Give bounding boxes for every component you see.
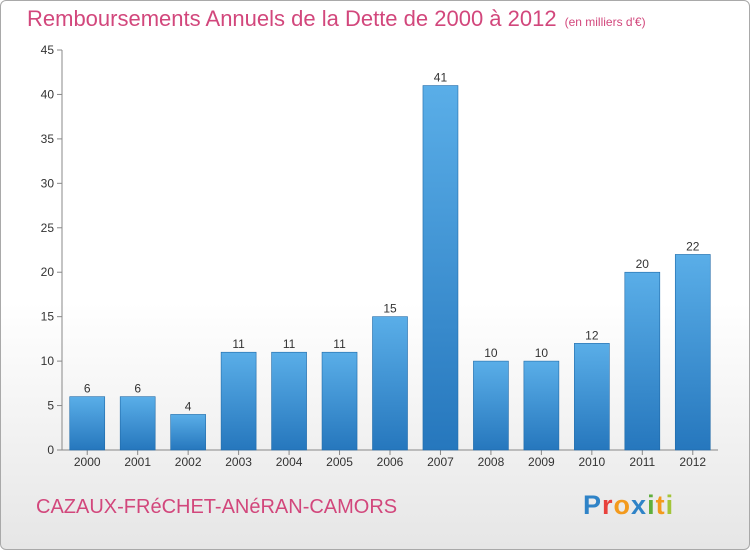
x-tick-label: 2011 xyxy=(629,455,655,469)
y-tick-label: 0 xyxy=(47,443,54,457)
chart-bars: 6 6 4 11 11 11 15 41 10 10 12 20 22 xyxy=(69,71,711,451)
logo-letter: t xyxy=(655,490,666,520)
y-tick-label: 40 xyxy=(41,87,55,101)
bar-value-label: 11 xyxy=(283,337,296,351)
bar xyxy=(624,271,661,451)
bar xyxy=(69,396,106,451)
proxiti-logo[interactable]: Proxiti xyxy=(583,490,674,521)
bar xyxy=(271,351,307,451)
logo-letter: o xyxy=(613,490,632,520)
chart-title-text: Remboursements Annuels de la Dette de 20… xyxy=(27,6,557,31)
logo-letter: P xyxy=(583,490,603,520)
chart-title: Remboursements Annuels de la Dette de 20… xyxy=(27,6,646,32)
logo-letter: i xyxy=(665,490,675,520)
x-tick-label: 2001 xyxy=(124,455,151,469)
bar-value-label: 11 xyxy=(333,337,346,351)
commune-name: CAZAUX-FRéCHET-ANéRAN-CAMORS xyxy=(36,496,398,518)
bar-value-label: 15 xyxy=(383,302,397,316)
y-tick-label: 5 xyxy=(47,399,54,413)
unit-note: (en milliers d'€) xyxy=(564,15,646,29)
y-tick-label: 30 xyxy=(41,176,55,190)
bar xyxy=(422,85,459,451)
x-tick-label: 2008 xyxy=(478,455,505,469)
bar xyxy=(119,396,156,451)
x-tick-label: 2003 xyxy=(225,455,252,469)
bar-value-label: 10 xyxy=(535,346,549,360)
bar xyxy=(372,316,408,451)
bar xyxy=(523,360,560,451)
logo-letter: i xyxy=(647,490,656,520)
bar-value-label: 12 xyxy=(585,328,599,342)
y-tick-label: 45 xyxy=(41,43,55,57)
x-tick-label: 2000 xyxy=(74,455,101,469)
bar-value-label: 20 xyxy=(636,257,650,271)
y-tick-label: 10 xyxy=(41,354,55,368)
x-tick-label: 2009 xyxy=(528,455,555,469)
logo-letter: x xyxy=(631,490,648,520)
y-tick-label: 25 xyxy=(41,221,55,235)
x-tick-label: 2007 xyxy=(427,455,454,469)
x-tick-label: 2010 xyxy=(578,455,605,469)
bar-value-label: 11 xyxy=(232,337,245,351)
x-tick-label: 2006 xyxy=(377,455,404,469)
bar-value-label: 6 xyxy=(134,382,141,396)
y-tick-label: 35 xyxy=(41,132,55,146)
y-tick-label: 20 xyxy=(41,265,55,279)
bar-value-label: 10 xyxy=(484,346,498,360)
x-tick-label: 2012 xyxy=(679,455,706,469)
bar xyxy=(321,351,358,451)
bar-value-label: 22 xyxy=(686,239,700,253)
bar xyxy=(220,351,257,451)
x-tick-label: 2002 xyxy=(175,455,202,469)
bar-value-label: 41 xyxy=(434,71,448,85)
bar-value-label: 6 xyxy=(84,382,91,396)
y-tick-label: 15 xyxy=(41,310,55,324)
bar xyxy=(674,254,711,451)
bar xyxy=(170,414,206,451)
logo-letter: r xyxy=(602,490,614,520)
bar xyxy=(574,343,610,451)
bar xyxy=(473,360,509,451)
x-tick-label: 2004 xyxy=(276,455,303,469)
x-tick-label: 2005 xyxy=(326,455,353,469)
bar-value-label: 4 xyxy=(185,399,192,413)
